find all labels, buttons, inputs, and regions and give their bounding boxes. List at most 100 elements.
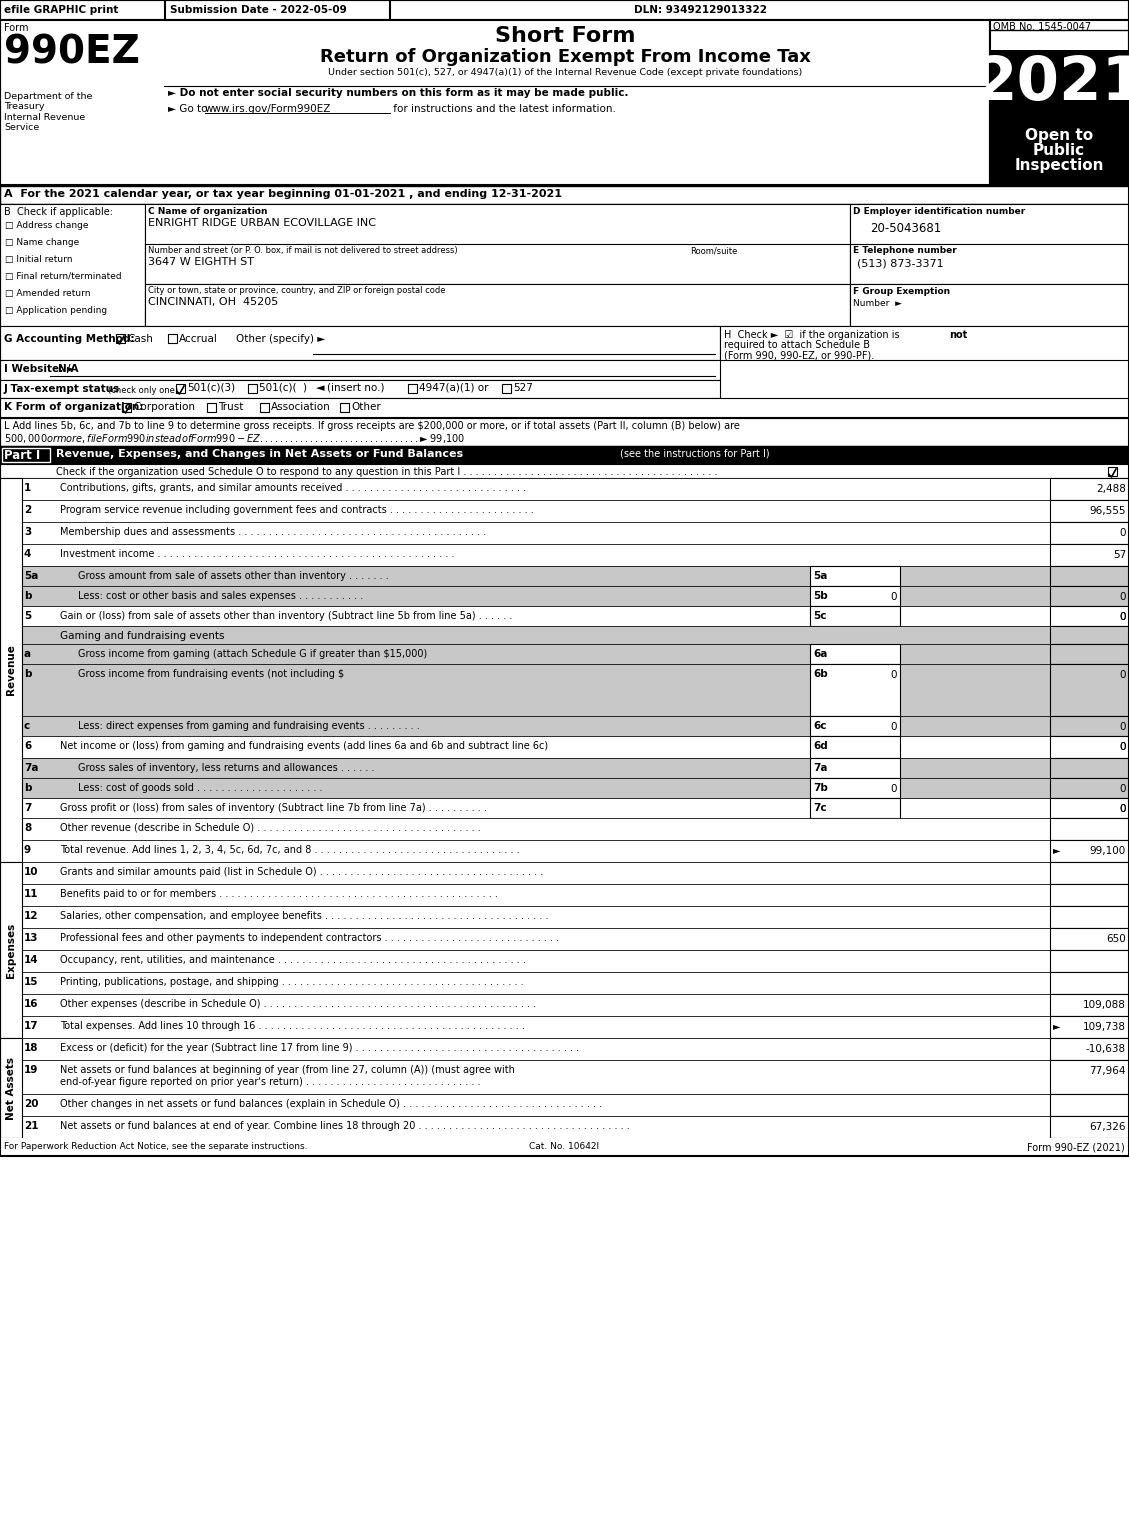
- Bar: [0, 398, 1129, 418]
- Text: 96,555: 96,555: [1089, 506, 1126, 515]
- Bar: [21, 500, 1129, 522]
- Text: Other revenue (describe in Schedule O) . . . . . . . . . . . . . . . . . . . . .: Other revenue (describe in Schedule O) .…: [60, 824, 481, 833]
- Bar: [1050, 817, 1129, 840]
- Text: Other expenses (describe in Schedule O) . . . . . . . . . . . . . . . . . . . . : Other expenses (describe in Schedule O) …: [60, 999, 536, 1010]
- Text: Contributions, gifts, grants, and similar amounts received . . . . . . . . . . .: Contributions, gifts, grants, and simila…: [60, 483, 526, 493]
- Text: 5a: 5a: [24, 570, 38, 581]
- Text: 527: 527: [513, 383, 533, 393]
- Text: 7: 7: [24, 804, 32, 813]
- Bar: [0, 929, 21, 950]
- Bar: [0, 380, 720, 398]
- Bar: [1050, 625, 1129, 644]
- Text: Less: direct expenses from gaming and fundraising events . . . . . . . . .: Less: direct expenses from gaming and fu…: [78, 721, 420, 730]
- Text: a: a: [24, 650, 32, 659]
- Text: Grants and similar amounts paid (list in Schedule O) . . . . . . . . . . . . . .: Grants and similar amounts paid (list in…: [60, 868, 543, 877]
- Bar: [809, 605, 900, 625]
- Text: 0: 0: [891, 669, 898, 680]
- Text: $500,000 or more, file Form 990 instead of Form 990-EZ . . . . . . . . . . . . .: $500,000 or more, file Form 990 instead …: [5, 432, 465, 445]
- Bar: [809, 717, 900, 737]
- Text: E Telephone number: E Telephone number: [854, 246, 956, 255]
- Text: 6d: 6d: [813, 741, 828, 750]
- Bar: [21, 1093, 1129, 1116]
- Bar: [145, 244, 850, 284]
- Bar: [0, 566, 21, 586]
- Text: 5a: 5a: [813, 570, 828, 581]
- Text: Number  ►: Number ►: [854, 299, 902, 308]
- Bar: [0, 500, 21, 522]
- Text: Cat. No. 10642I: Cat. No. 10642I: [530, 1142, 599, 1151]
- Bar: [0, 544, 21, 566]
- Text: Gaming and fundraising events: Gaming and fundraising events: [60, 631, 225, 640]
- Text: Trust: Trust: [218, 403, 244, 412]
- Bar: [1050, 929, 1129, 950]
- Bar: [0, 326, 720, 360]
- Bar: [990, 50, 1129, 122]
- Bar: [1050, 717, 1129, 737]
- Text: Printing, publications, postage, and shipping . . . . . . . . . . . . . . . . . : Printing, publications, postage, and shi…: [60, 978, 524, 987]
- Bar: [21, 994, 1129, 1016]
- Bar: [21, 1060, 1129, 1093]
- Text: Other (specify) ►: Other (specify) ►: [236, 334, 325, 345]
- Text: Room/suite: Room/suite: [690, 246, 737, 255]
- Text: Gross amount from sale of assets other than inventory . . . . . . .: Gross amount from sale of assets other t…: [78, 570, 388, 581]
- Bar: [0, 464, 1129, 477]
- Bar: [21, 840, 1129, 862]
- Text: 6a: 6a: [813, 650, 828, 659]
- Text: OMB No. 1545-0047: OMB No. 1545-0047: [994, 21, 1091, 32]
- Text: 4947(a)(1) or: 4947(a)(1) or: [419, 383, 489, 393]
- Text: 21: 21: [24, 1121, 38, 1132]
- Text: 501(c)(  ): 501(c)( ): [259, 383, 307, 393]
- Bar: [502, 384, 511, 393]
- Text: Gross sales of inventory, less returns and allowances . . . . . .: Gross sales of inventory, less returns a…: [78, 762, 375, 773]
- Text: ENRIGHT RIDGE URBAN ECOVILLAGE INC: ENRIGHT RIDGE URBAN ECOVILLAGE INC: [148, 218, 376, 229]
- Bar: [1050, 994, 1129, 1016]
- Text: J Tax-exempt status: J Tax-exempt status: [5, 384, 121, 393]
- Text: 19: 19: [24, 1064, 38, 1075]
- Bar: [0, 20, 990, 185]
- Text: (insert no.): (insert no.): [327, 383, 385, 393]
- Bar: [0, 418, 1129, 445]
- Text: □ Final return/terminated: □ Final return/terminated: [5, 271, 122, 281]
- Bar: [809, 778, 900, 798]
- Bar: [1050, 758, 1129, 778]
- Text: 650: 650: [1106, 933, 1126, 944]
- Text: 20: 20: [24, 1100, 38, 1109]
- Text: Net Assets: Net Assets: [6, 1057, 16, 1119]
- Bar: [0, 884, 21, 906]
- Bar: [0, 862, 21, 884]
- Text: 10: 10: [24, 868, 38, 877]
- Bar: [0, 906, 21, 929]
- Bar: [1050, 1039, 1129, 1060]
- Text: City or town, state or province, country, and ZIP or foreign postal code: City or town, state or province, country…: [148, 287, 446, 294]
- Bar: [0, 522, 21, 544]
- Text: Gross income from gaming (attach Schedule G if greater than $15,000): Gross income from gaming (attach Schedul…: [78, 650, 427, 659]
- Bar: [990, 20, 1129, 185]
- Bar: [21, 737, 1129, 758]
- Bar: [0, 605, 21, 625]
- Bar: [0, 0, 1129, 1156]
- Text: Gross profit or (loss) from sales of inventory (Subtract line 7b from line 7a) .: Gross profit or (loss) from sales of inv…: [60, 804, 487, 813]
- Text: F Group Exemption: F Group Exemption: [854, 287, 951, 296]
- Bar: [21, 566, 1129, 586]
- Bar: [0, 1093, 21, 1116]
- Text: Department of the
Treasury
Internal Revenue
Service: Department of the Treasury Internal Reve…: [5, 92, 93, 133]
- Text: b: b: [24, 669, 32, 679]
- Bar: [145, 284, 850, 326]
- Bar: [340, 403, 349, 412]
- Bar: [21, 884, 1129, 906]
- Bar: [0, 1060, 21, 1093]
- Text: 5c: 5c: [813, 612, 826, 621]
- Bar: [0, 778, 21, 798]
- Text: 77,964: 77,964: [1089, 1066, 1126, 1077]
- Bar: [1050, 477, 1129, 500]
- Bar: [809, 758, 900, 778]
- Bar: [1050, 644, 1129, 663]
- Bar: [21, 929, 1129, 950]
- Text: 990EZ: 990EZ: [5, 34, 140, 72]
- Text: Excess or (deficit) for the year (Subtract line 17 from line 9) . . . . . . . . : Excess or (deficit) for the year (Subtra…: [60, 1043, 579, 1052]
- Text: 2021: 2021: [974, 53, 1129, 113]
- Text: Part I: Part I: [5, 448, 41, 462]
- Text: Other: Other: [351, 403, 380, 412]
- Bar: [809, 586, 900, 605]
- Bar: [408, 384, 417, 393]
